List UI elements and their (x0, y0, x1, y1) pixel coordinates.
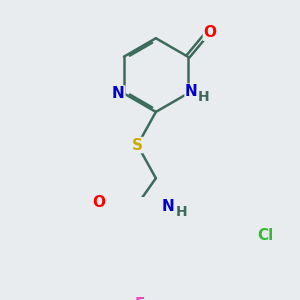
Text: O: O (92, 195, 105, 210)
Text: Cl: Cl (257, 228, 273, 243)
Text: S: S (132, 138, 143, 153)
Text: N: N (185, 84, 198, 99)
Text: H: H (197, 90, 209, 104)
Text: H: H (176, 205, 188, 219)
Text: O: O (203, 25, 216, 40)
Text: F: F (134, 297, 145, 300)
Text: N: N (162, 200, 174, 214)
Text: N: N (112, 86, 125, 101)
